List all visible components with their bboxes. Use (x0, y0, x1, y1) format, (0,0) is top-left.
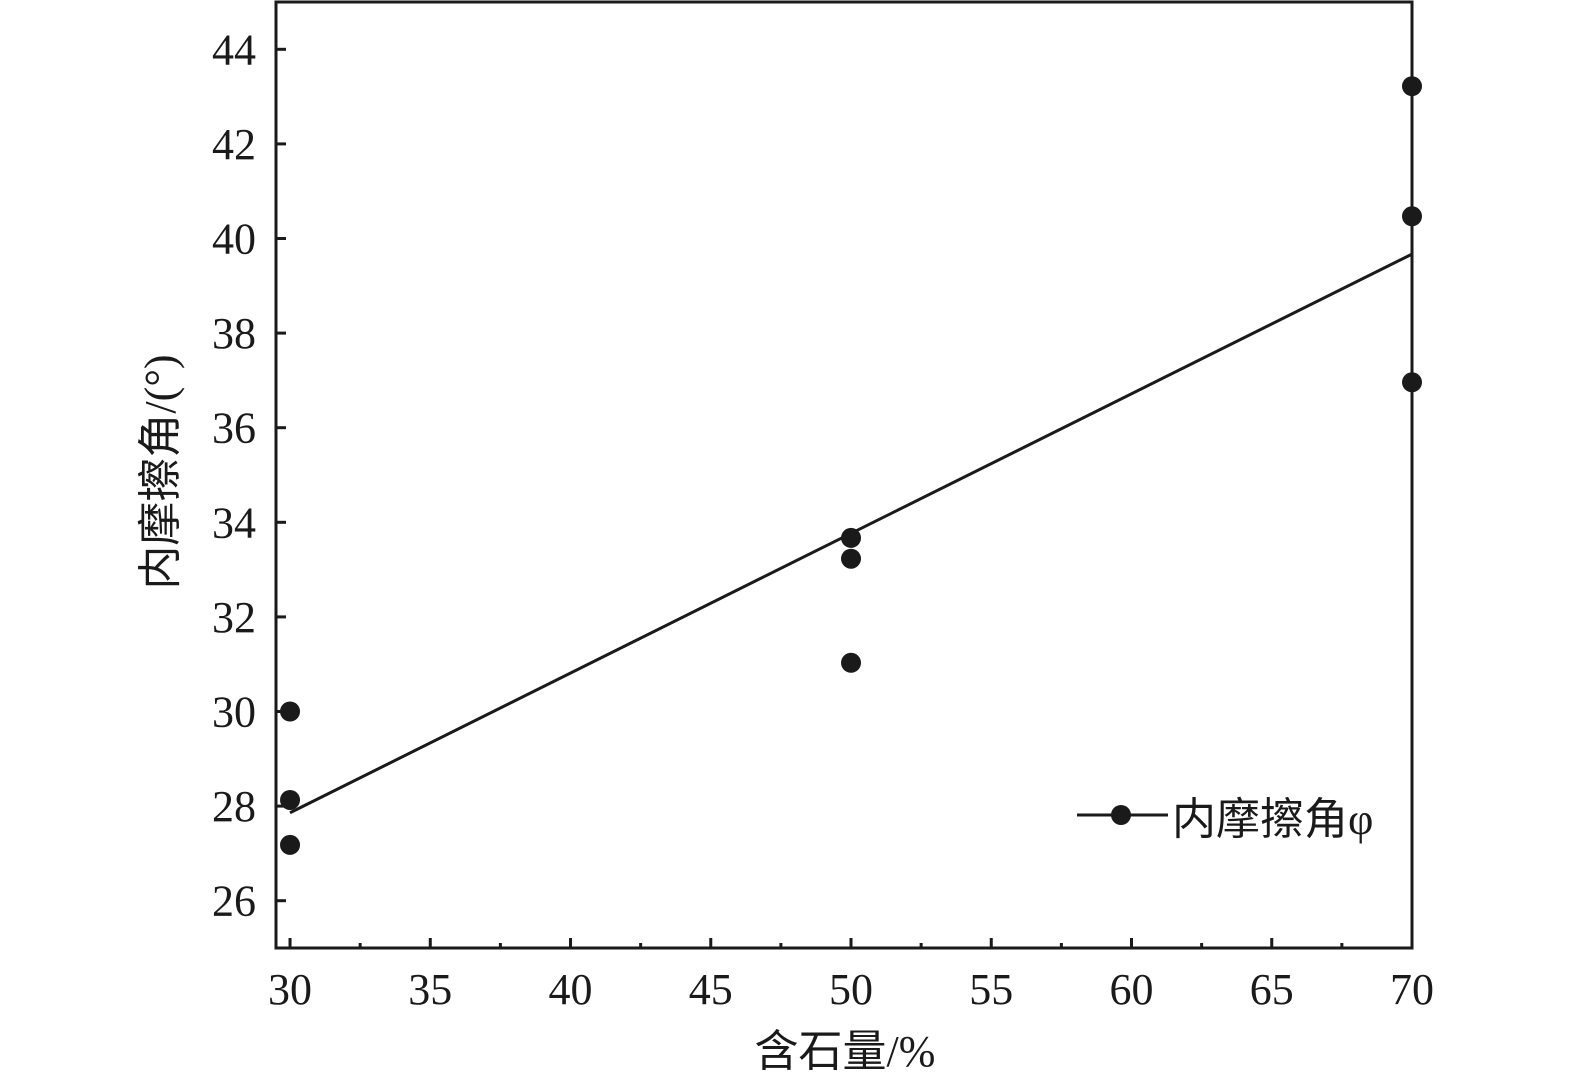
x-tick-label: 45 (689, 965, 733, 1014)
x-tick-label: 50 (829, 965, 873, 1014)
data-point (841, 527, 862, 548)
data-point (1402, 76, 1422, 97)
y-tick-label: 44 (212, 25, 256, 74)
x-tick-label: 70 (1390, 965, 1434, 1014)
x-tick-label: 55 (969, 965, 1013, 1014)
y-tick-label: 36 (212, 404, 256, 453)
legend: 内摩擦角φ (1077, 795, 1373, 844)
data-point (841, 652, 862, 673)
y-tick-label: 40 (212, 215, 256, 264)
y-tick-label: 42 (212, 120, 256, 169)
data-point (1402, 206, 1422, 227)
y-tick-label: 32 (212, 593, 256, 642)
data-point (280, 789, 301, 810)
x-axis-label: 含石量/% (755, 1027, 936, 1076)
y-tick-label: 38 (212, 309, 256, 358)
y-tick-label: 28 (212, 782, 256, 831)
y-axis-label: 内摩擦角/(°) (136, 354, 185, 589)
legend-marker-icon (1111, 805, 1131, 825)
x-tick-label: 40 (549, 965, 593, 1014)
x-tick-label: 35 (408, 965, 452, 1014)
x-tick-label: 30 (268, 965, 312, 1014)
y-tick-label: 30 (212, 688, 256, 737)
y-tick-label: 26 (212, 877, 256, 926)
plot-frame (274, 0, 1414, 950)
data-point (1402, 372, 1422, 393)
legend-label: 内摩擦角φ (1172, 795, 1373, 844)
y-tick-label: 34 (212, 498, 256, 547)
x-tick-label: 60 (1110, 965, 1154, 1014)
data-point (280, 701, 301, 722)
x-tick-label: 65 (1250, 965, 1294, 1014)
data-point (841, 548, 862, 569)
data-point (280, 834, 301, 855)
